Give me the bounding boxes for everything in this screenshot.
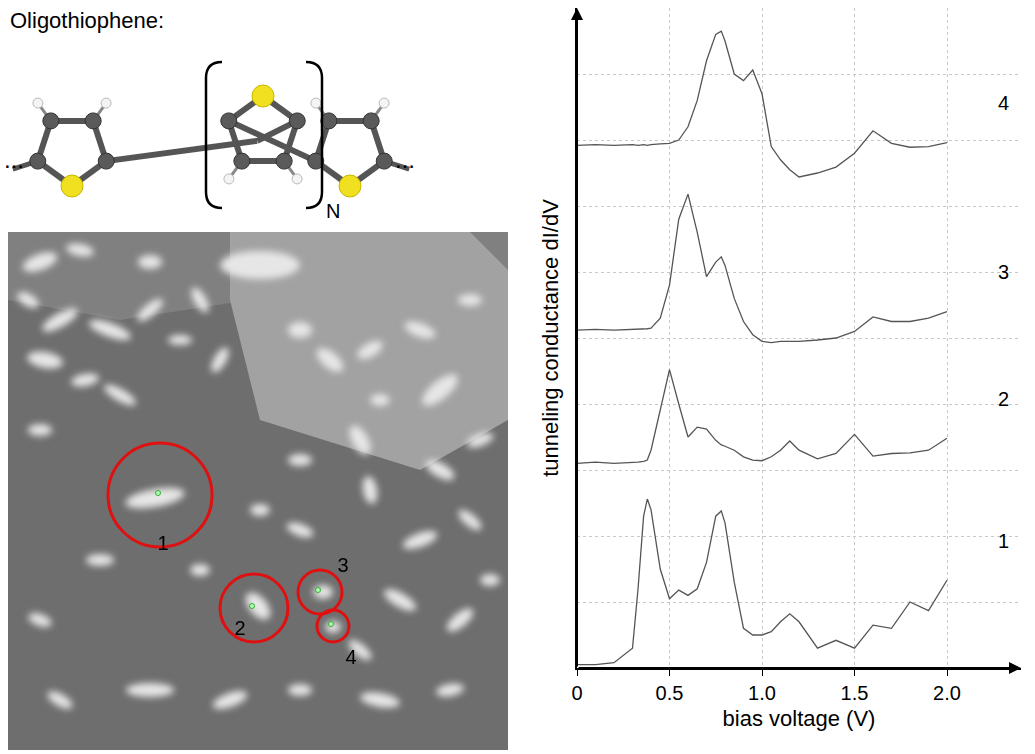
svg-text:...: ... <box>395 146 415 173</box>
svg-text:0.5: 0.5 <box>656 682 684 704</box>
svg-text:2.0: 2.0 <box>933 682 961 704</box>
svg-text:3: 3 <box>337 554 348 576</box>
svg-text:0: 0 <box>571 682 582 704</box>
svg-text:2: 2 <box>998 388 1009 410</box>
svg-text:4: 4 <box>998 92 1009 114</box>
svg-text:1: 1 <box>998 530 1009 552</box>
svg-text:4: 4 <box>345 646 356 668</box>
svg-text:3: 3 <box>998 261 1009 283</box>
svg-text:1.0: 1.0 <box>748 682 776 704</box>
svg-text:N: N <box>326 200 340 222</box>
svg-text:...: ... <box>4 146 24 173</box>
svg-text:tunneling conductance dI/dV: tunneling conductance dI/dV <box>538 199 563 477</box>
svg-text:1.5: 1.5 <box>841 682 869 704</box>
svg-text:bias voltage (V): bias voltage (V) <box>723 706 876 731</box>
svg-text:Oligothiophene:: Oligothiophene: <box>10 8 164 33</box>
svg-text:2: 2 <box>234 617 245 639</box>
svg-text:1: 1 <box>157 532 168 554</box>
